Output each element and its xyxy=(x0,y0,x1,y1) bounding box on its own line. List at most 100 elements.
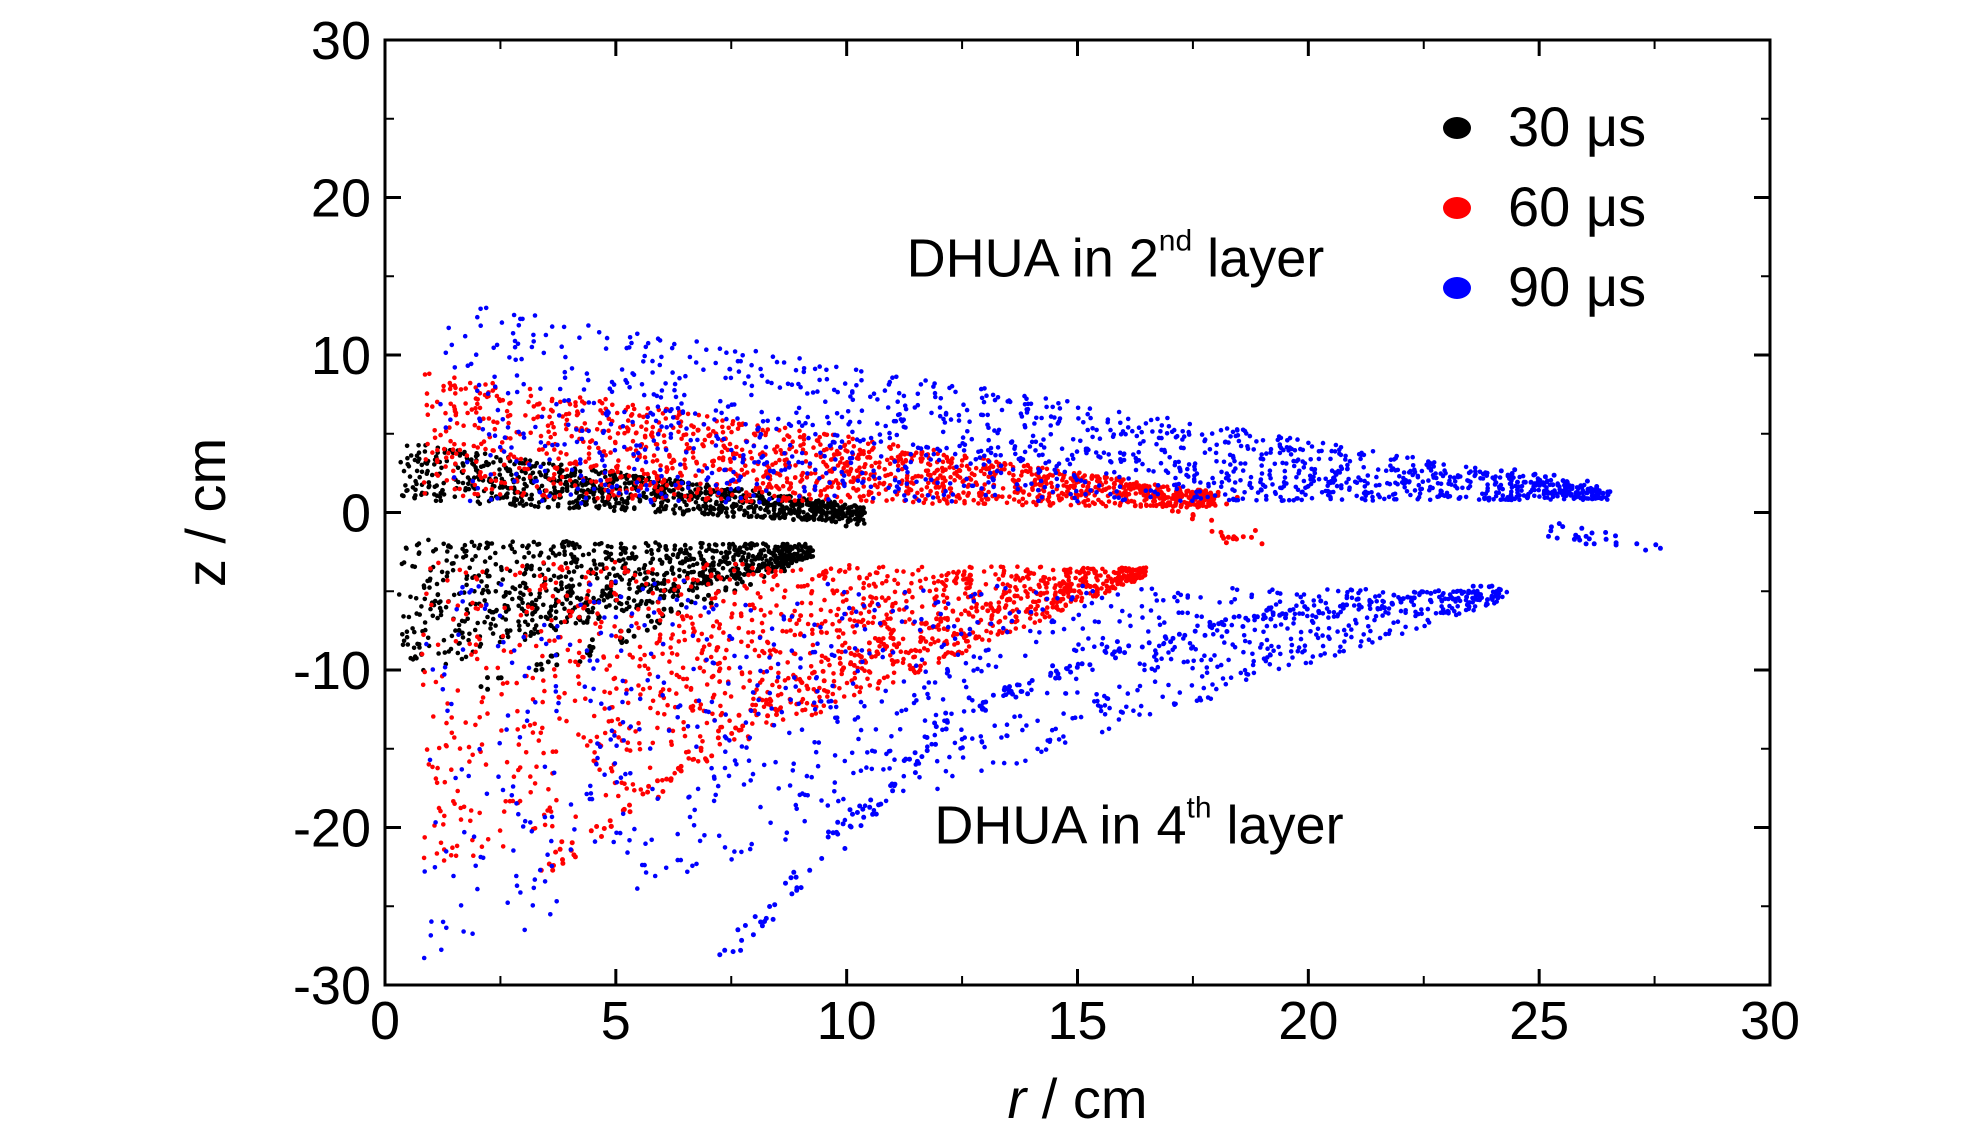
data-point xyxy=(833,478,839,483)
data-point xyxy=(612,624,617,629)
data-point xyxy=(558,399,563,405)
data-point xyxy=(599,400,605,406)
data-point xyxy=(532,781,538,786)
data-point xyxy=(1026,492,1032,498)
data-point xyxy=(790,501,796,507)
data-point xyxy=(1225,534,1231,540)
data-point xyxy=(1000,486,1006,491)
data-point xyxy=(538,386,543,392)
data-point xyxy=(452,441,457,447)
data-point xyxy=(420,629,425,634)
data-point xyxy=(1048,503,1053,508)
data-point xyxy=(1427,497,1433,503)
data-point xyxy=(796,548,802,553)
data-point xyxy=(663,504,669,509)
data-point xyxy=(542,822,548,828)
data-point xyxy=(650,590,656,596)
data-point xyxy=(630,438,636,444)
data-point xyxy=(780,541,786,547)
data-point xyxy=(1144,502,1149,508)
data-point xyxy=(989,564,994,569)
data-point xyxy=(686,587,692,593)
data-point xyxy=(463,720,469,725)
data-point xyxy=(622,781,627,786)
data-point xyxy=(1079,488,1084,494)
data-point xyxy=(875,686,881,691)
data-point xyxy=(594,427,600,432)
data-point xyxy=(583,696,588,701)
data-point xyxy=(703,497,709,503)
data-point xyxy=(981,569,987,574)
data-point xyxy=(404,488,409,494)
data-point xyxy=(912,654,918,660)
data-point xyxy=(1045,580,1050,586)
data-point xyxy=(943,605,949,611)
data-point xyxy=(455,465,461,471)
data-point xyxy=(565,565,570,571)
data-point xyxy=(1196,500,1201,505)
data-point xyxy=(473,553,478,559)
data-point xyxy=(481,587,486,593)
data-point xyxy=(1035,603,1040,609)
data-point xyxy=(688,546,693,551)
data-point xyxy=(1087,584,1093,589)
data-point xyxy=(770,462,775,468)
data-point xyxy=(491,460,496,465)
data-point xyxy=(478,464,484,470)
data-point xyxy=(614,500,619,506)
data-point xyxy=(517,465,522,471)
data-point xyxy=(615,431,621,436)
data-point xyxy=(686,749,691,754)
data-point xyxy=(576,732,581,737)
data-point xyxy=(870,620,875,626)
data-point xyxy=(604,586,609,591)
data-point xyxy=(724,416,729,422)
data-point xyxy=(758,607,764,613)
data-point xyxy=(441,637,447,643)
data-point xyxy=(714,499,719,505)
data-point xyxy=(668,776,674,782)
data-point xyxy=(797,356,802,361)
data-point xyxy=(452,486,458,492)
data-point xyxy=(918,639,923,644)
data-point xyxy=(426,484,432,490)
data-point xyxy=(591,548,597,553)
data-point xyxy=(782,425,788,431)
data-point xyxy=(849,610,854,616)
data-point xyxy=(701,565,706,571)
data-point xyxy=(609,557,615,563)
data-point xyxy=(857,574,862,580)
series-2 xyxy=(421,305,1663,961)
data-point xyxy=(1029,472,1035,477)
data-point xyxy=(520,493,525,498)
data-point xyxy=(1119,479,1124,485)
data-point xyxy=(478,603,484,609)
data-point xyxy=(709,753,715,759)
data-point xyxy=(411,645,417,651)
data-point xyxy=(804,550,810,555)
data-point xyxy=(1236,438,1242,444)
data-point xyxy=(913,474,918,479)
data-point xyxy=(630,402,636,408)
data-point xyxy=(518,590,523,596)
data-point xyxy=(688,437,693,443)
data-point xyxy=(843,513,848,519)
data-point xyxy=(810,390,816,395)
data-point xyxy=(1020,575,1026,581)
data-point xyxy=(955,473,960,479)
data-point xyxy=(444,743,449,749)
data-point xyxy=(632,505,637,510)
data-point xyxy=(923,497,928,502)
data-point xyxy=(1053,583,1058,588)
data-point xyxy=(619,640,625,646)
data-point xyxy=(833,508,838,513)
data-point xyxy=(1038,590,1044,596)
data-point xyxy=(934,594,939,599)
data-point xyxy=(760,648,765,654)
data-point xyxy=(519,498,525,504)
data-point xyxy=(871,614,877,620)
data-point xyxy=(1059,446,1065,452)
data-point xyxy=(885,574,890,579)
data-point xyxy=(680,665,686,671)
data-point xyxy=(660,778,665,783)
